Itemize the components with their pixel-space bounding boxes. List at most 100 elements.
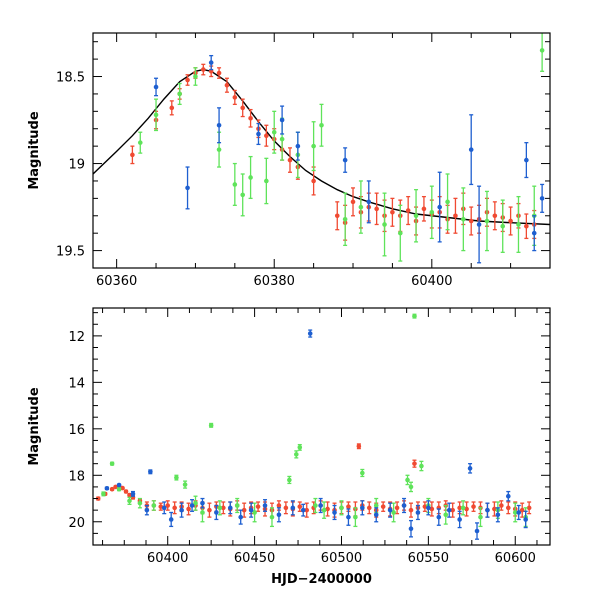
data-point — [394, 501, 400, 515]
data-marker — [264, 178, 269, 184]
data-point — [248, 502, 254, 518]
y-tick-label: 19 — [68, 158, 85, 173]
data-marker — [429, 506, 435, 512]
data-marker — [127, 492, 132, 498]
data-point — [478, 507, 483, 528]
data-marker — [200, 500, 205, 506]
data-point — [297, 501, 303, 512]
data-point — [127, 496, 132, 505]
data-marker — [216, 147, 222, 152]
data-point — [109, 486, 115, 492]
data-marker — [464, 506, 469, 512]
data-point — [421, 195, 427, 222]
data-point — [232, 162, 238, 206]
data-point — [283, 501, 289, 515]
data-point — [169, 100, 175, 116]
data-marker — [339, 505, 344, 511]
data-point — [153, 77, 159, 97]
data-marker — [297, 445, 303, 450]
data-point — [318, 497, 323, 514]
y-tick-label: 12 — [68, 330, 85, 345]
data-marker — [153, 84, 159, 90]
data-point — [366, 180, 372, 224]
data-marker — [177, 91, 182, 97]
data-point — [137, 131, 143, 154]
data-point — [307, 329, 313, 338]
data-point — [450, 502, 455, 518]
x-tick-label: 60550 — [408, 551, 449, 566]
data-point — [262, 499, 268, 512]
data-marker — [161, 505, 167, 511]
data-point — [269, 507, 275, 528]
data-marker — [492, 506, 497, 512]
data-point — [461, 187, 466, 252]
y-tick-label: 18 — [68, 469, 85, 484]
data-marker — [471, 504, 476, 509]
data-marker — [189, 503, 195, 508]
y-tick-label: 14 — [68, 376, 85, 391]
data-marker — [216, 122, 222, 128]
data-marker — [457, 505, 462, 511]
data-point — [508, 206, 513, 236]
data-marker — [290, 505, 296, 511]
data-point — [232, 89, 238, 106]
data-marker — [240, 192, 246, 198]
data-marker — [412, 461, 417, 466]
data-point — [524, 142, 529, 179]
data-point — [208, 54, 214, 71]
data-point — [182, 480, 188, 489]
data-marker — [397, 230, 403, 236]
data-point — [193, 67, 198, 86]
data-marker — [319, 122, 324, 128]
data-marker — [380, 504, 386, 509]
data-marker — [279, 136, 285, 142]
data-point — [467, 463, 473, 474]
data-point — [221, 501, 226, 515]
data-marker — [256, 131, 261, 137]
data-point — [443, 504, 449, 525]
data-layer — [93, 33, 550, 264]
data-point — [405, 195, 411, 226]
data-marker — [531, 230, 537, 236]
data-point — [429, 185, 435, 240]
data-point — [453, 197, 458, 234]
data-marker — [113, 484, 118, 490]
data-marker — [346, 504, 351, 509]
data-point — [252, 502, 257, 523]
data-marker — [539, 196, 545, 201]
data-point — [419, 460, 424, 472]
data-point — [524, 213, 529, 240]
data-marker — [158, 504, 164, 509]
data-marker — [207, 507, 212, 513]
data-point — [208, 422, 214, 428]
data-point — [485, 502, 490, 518]
data-point — [426, 500, 431, 516]
data-point — [313, 497, 318, 514]
data-marker — [436, 514, 442, 520]
data-marker — [224, 82, 230, 88]
data-point — [217, 500, 223, 516]
data-marker — [457, 517, 462, 522]
data-point — [342, 192, 348, 247]
data-marker — [524, 223, 529, 229]
data-point — [387, 502, 393, 518]
data-point — [523, 510, 528, 529]
data-point — [360, 500, 365, 516]
data-marker — [499, 503, 504, 508]
data-point — [339, 500, 344, 516]
data-marker — [214, 510, 219, 515]
data-point — [227, 501, 233, 515]
data-marker — [276, 512, 282, 518]
data-point — [295, 131, 301, 161]
series-1 — [137, 33, 545, 262]
data-marker — [374, 206, 379, 212]
data-point — [234, 497, 240, 514]
data-marker — [401, 503, 407, 508]
data-marker — [185, 77, 190, 83]
data-marker — [334, 213, 340, 219]
data-marker — [342, 216, 348, 222]
data-point — [516, 504, 522, 521]
data-marker — [512, 510, 518, 515]
data-marker — [313, 503, 318, 508]
data-point — [380, 501, 386, 512]
